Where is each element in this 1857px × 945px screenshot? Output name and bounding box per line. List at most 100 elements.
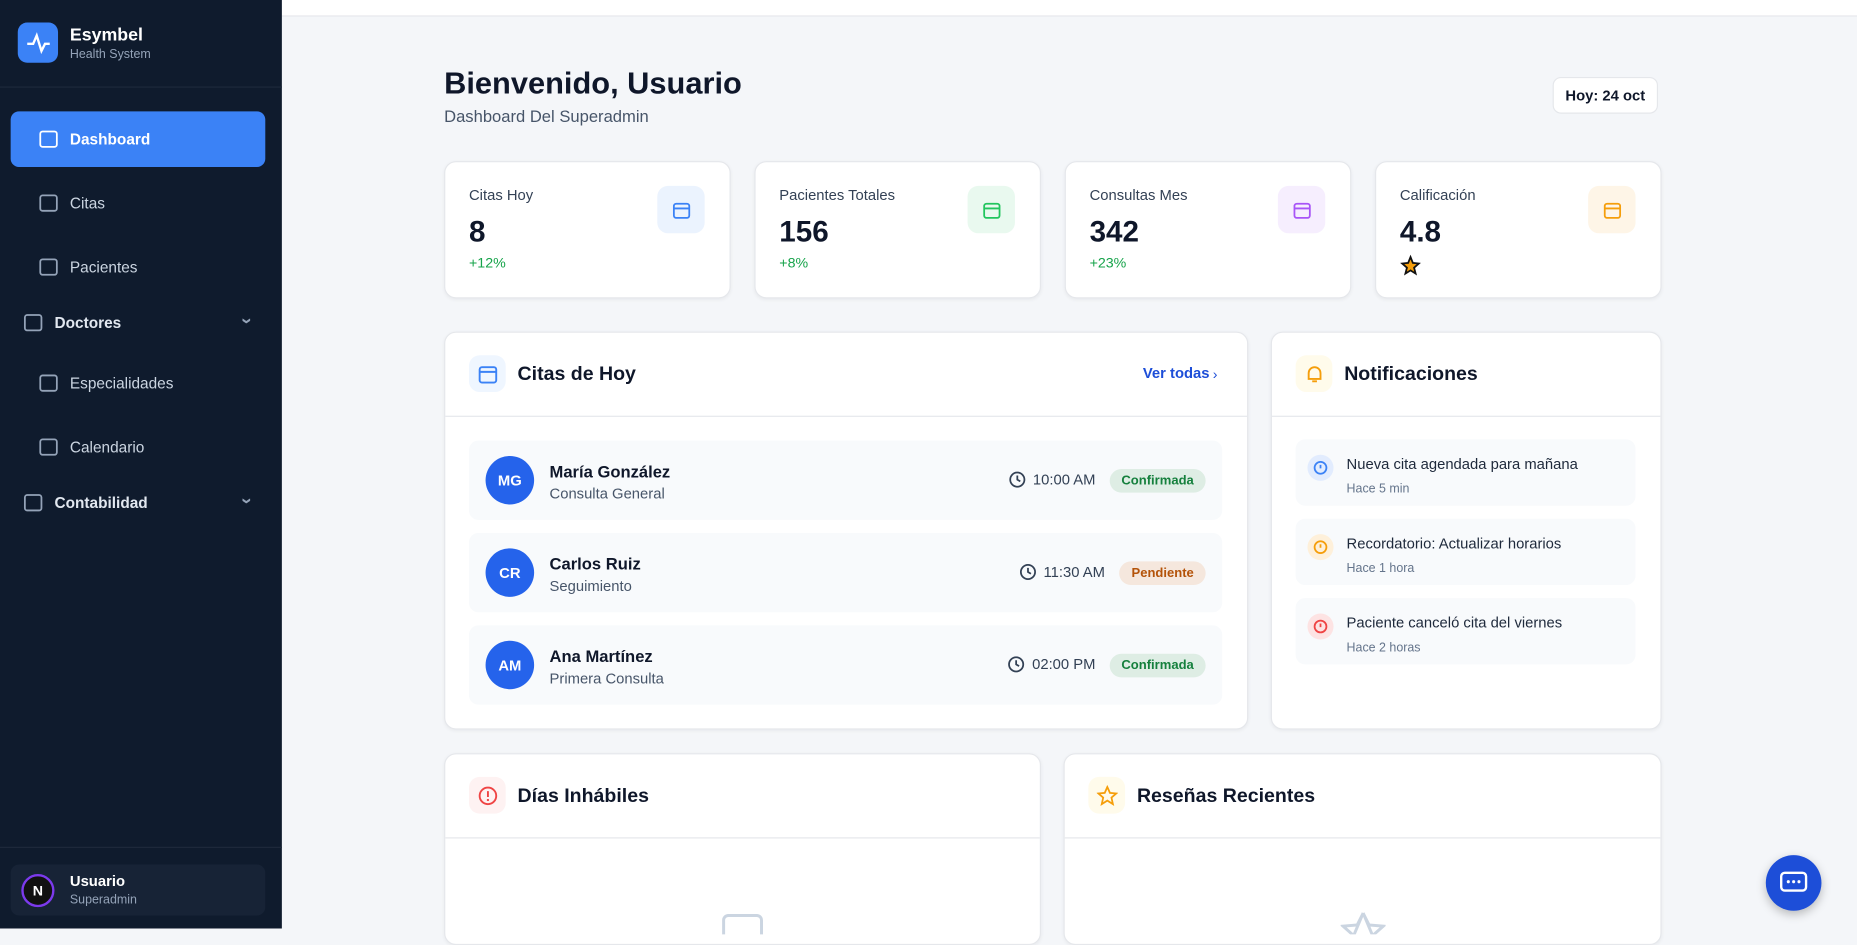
nav-item[interactable]: Especialidades (11, 355, 266, 411)
icon (981, 199, 1002, 226)
panel-icon (1088, 776, 1126, 814)
divider (445, 837, 1040, 839)
icon-svg (1293, 202, 1311, 219)
nav-label: Citas (69, 194, 105, 212)
stat-icon (967, 185, 1015, 234)
stat-change: +8% (779, 254, 809, 272)
icon (1291, 199, 1312, 226)
reviews-panel: Reseñas Recientes (1063, 753, 1662, 945)
panel-title: Días Inhábiles (517, 785, 649, 807)
stat-value: 4.8 (1399, 215, 1442, 249)
appointment-row[interactable]: CR Carlos Ruiz Seguimiento Pendiente 11:30 A… (468, 532, 1223, 613)
icon-svg (39, 374, 58, 392)
icon (38, 372, 59, 397)
panel-title: Reseñas Recientes (1136, 785, 1316, 807)
stat-value: 8 (468, 215, 486, 249)
icon-svg (39, 438, 58, 456)
icon-svg (1603, 202, 1622, 219)
holidays-panel: Días Inhábiles (444, 753, 1042, 945)
stat-card: Calificación 4.8 (1374, 161, 1662, 299)
nav-label: Doctores (54, 313, 122, 332)
notif-time: Hace 2 horas (1346, 640, 1421, 655)
chat-button[interactable] (1765, 855, 1822, 911)
notif-time: Hace 1 hora (1346, 561, 1415, 576)
notification[interactable]: Paciente canceló cita del viernes Hace 2 … (1295, 598, 1636, 665)
nav-item[interactable]: Calendario (11, 419, 266, 475)
stat-card: Consultas Mes 342 +23% (1064, 161, 1352, 299)
nav-item[interactable]: Doctores › (11, 298, 266, 345)
alert-icon (478, 786, 497, 805)
nav-label: Pacientes (69, 258, 138, 276)
avatar: AM (485, 640, 535, 690)
stat-value: 156 (779, 215, 829, 249)
notif-text: Nueva cita agendada para mañana (1346, 455, 1578, 473)
notif-text: Paciente canceló cita del viernes (1346, 614, 1563, 632)
status-badge: Confirmada (1109, 653, 1206, 678)
time-wrap: 11:30 AM (1020, 564, 1105, 580)
icon-svg (23, 494, 43, 512)
icon-svg (1008, 656, 1025, 673)
sidebar: Esymbel Health System Dashboard Citas Paci… (0, 0, 282, 929)
stat-label: Calificación (1399, 187, 1476, 204)
icon (1312, 539, 1333, 566)
avatar: MG (485, 455, 535, 505)
nav-label: Calendario (69, 438, 145, 456)
icon (1400, 254, 1421, 282)
stat-change: +12% (468, 254, 506, 272)
notif-time: Hace 5 min (1346, 482, 1410, 497)
divider (1064, 837, 1661, 839)
icon (23, 491, 44, 516)
icon (38, 436, 59, 461)
divider (1271, 415, 1661, 417)
nav-label: Especialidades (69, 374, 174, 393)
nav-label: Contabilidad (54, 493, 148, 512)
icon (1601, 199, 1622, 226)
icon (38, 192, 59, 217)
icon-svg (1313, 460, 1328, 475)
notif-icon (1307, 534, 1334, 561)
appointment-type: Consulta General (549, 485, 665, 503)
icon (1008, 656, 1029, 681)
icon-svg (1009, 471, 1026, 488)
user-role: Superadmin (69, 892, 137, 908)
icon (670, 199, 691, 226)
divider (0, 86, 282, 88)
page-title: Bienvenido, Usuario (444, 65, 742, 101)
icon-svg (1020, 564, 1037, 581)
stat-icon (1588, 185, 1636, 234)
icon (1009, 471, 1030, 496)
nav-item[interactable]: Citas (11, 175, 266, 231)
stat-label: Citas Hoy (468, 187, 534, 204)
stat-card: Pacientes Totales 156 +8% (754, 161, 1042, 299)
divider (445, 415, 1248, 417)
empty-icon (1340, 912, 1386, 935)
user-card[interactable]: N Usuario Superadmin (10, 864, 266, 916)
nav-item[interactable]: Pacientes (11, 239, 266, 295)
time-wrap: 10:00 AM (1009, 471, 1095, 488)
view-all-link[interactable]: Ver todas (1142, 364, 1210, 382)
brand-sub: Health System (69, 47, 151, 62)
icon-svg (983, 202, 1001, 219)
icon-svg (672, 202, 691, 219)
notification[interactable]: Nueva cita agendada para mañana Hace 5 mi… (1295, 439, 1636, 506)
icon (38, 128, 59, 153)
top-bar (281, 0, 1857, 17)
panel-icon (468, 776, 506, 814)
brand: Esymbel (69, 24, 143, 46)
time-wrap: 02:00 PM (1008, 656, 1095, 673)
stat-label: Consultas Mes (1089, 187, 1188, 204)
icon-svg (1313, 540, 1328, 554)
page-subtitle: Dashboard Del Superadmin (444, 106, 649, 126)
nav-item[interactable]: Contabilidad › (11, 478, 266, 525)
panel-icon (1295, 355, 1333, 393)
icon-svg (39, 258, 58, 276)
icon-svg (23, 314, 43, 332)
notification[interactable]: Recordatorio: Actualizar horarios Hace 1 … (1295, 518, 1636, 586)
nav-item[interactable]: Dashboard (10, 111, 266, 167)
appointment-type: Seguimiento (549, 577, 632, 595)
icon-svg (1400, 254, 1421, 276)
panel-title: Notificaciones (1344, 363, 1478, 385)
appointment-row[interactable]: MG María González Consulta General Confirma… (468, 440, 1223, 520)
appointment-row[interactable]: AM Ana Martínez Primera Consulta Confirmada… (468, 625, 1223, 705)
